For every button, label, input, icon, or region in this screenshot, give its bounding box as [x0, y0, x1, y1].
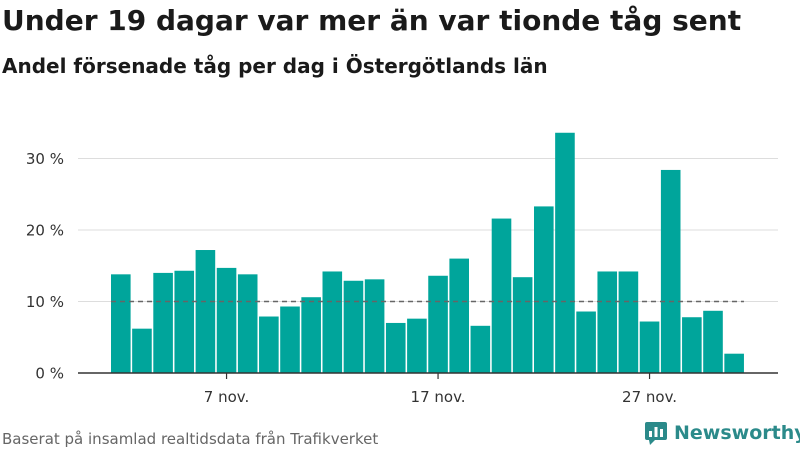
chart-title: Under 19 dagar var mer än var tionde tåg…	[2, 4, 742, 37]
bar	[385, 322, 406, 373]
bar	[343, 280, 364, 373]
axes	[78, 372, 778, 379]
bar	[301, 297, 321, 373]
tick-labels: 0 % 10 % 20 % 30 % 7 nov. 17 nov. 27 nov.	[26, 150, 677, 406]
source-note: Baserat på insamlad realtidsdata från Tr…	[2, 430, 379, 448]
x-tick-label: 17 nov.	[411, 388, 466, 406]
bar	[534, 206, 554, 373]
brand-name: Newsworthy	[674, 422, 800, 444]
bar	[195, 250, 216, 373]
bar	[703, 310, 723, 373]
bar	[660, 169, 681, 373]
y-tick-label: 10 %	[26, 293, 64, 311]
bar	[111, 274, 131, 373]
bar	[491, 218, 512, 373]
y-tick-label: 20 %	[26, 222, 64, 240]
bar	[237, 274, 258, 373]
y-tick-label: 30 %	[26, 150, 64, 168]
chart-subtitle: Andel försenade tåg per dag i Östergötla…	[2, 54, 548, 78]
newsworthy-logo-icon	[645, 422, 667, 445]
bar	[153, 272, 173, 373]
bar	[322, 271, 343, 373]
bar	[555, 132, 575, 373]
bar-series	[111, 132, 744, 373]
bar	[576, 311, 596, 373]
bar	[512, 277, 533, 373]
bar	[280, 306, 300, 373]
bar	[639, 321, 660, 373]
bar	[216, 267, 237, 373]
brand[interactable]: Newsworthy	[644, 420, 800, 446]
bar	[470, 325, 491, 373]
bar	[407, 318, 427, 373]
bar	[724, 353, 744, 373]
y-tick-label: 0 %	[35, 365, 64, 383]
bar	[174, 270, 195, 373]
bar	[682, 317, 702, 373]
x-tick-label: 27 nov.	[622, 388, 677, 406]
bar-chart: 0 % 10 % 20 % 30 % 7 nov. 17 nov. 27 nov.	[26, 132, 778, 406]
bar	[259, 316, 279, 373]
bar	[428, 275, 448, 373]
x-tick-label: 7 nov.	[204, 388, 249, 406]
bar	[597, 271, 618, 373]
bar	[618, 271, 639, 373]
bar	[449, 258, 469, 373]
bar	[132, 328, 152, 373]
bar	[364, 279, 385, 373]
